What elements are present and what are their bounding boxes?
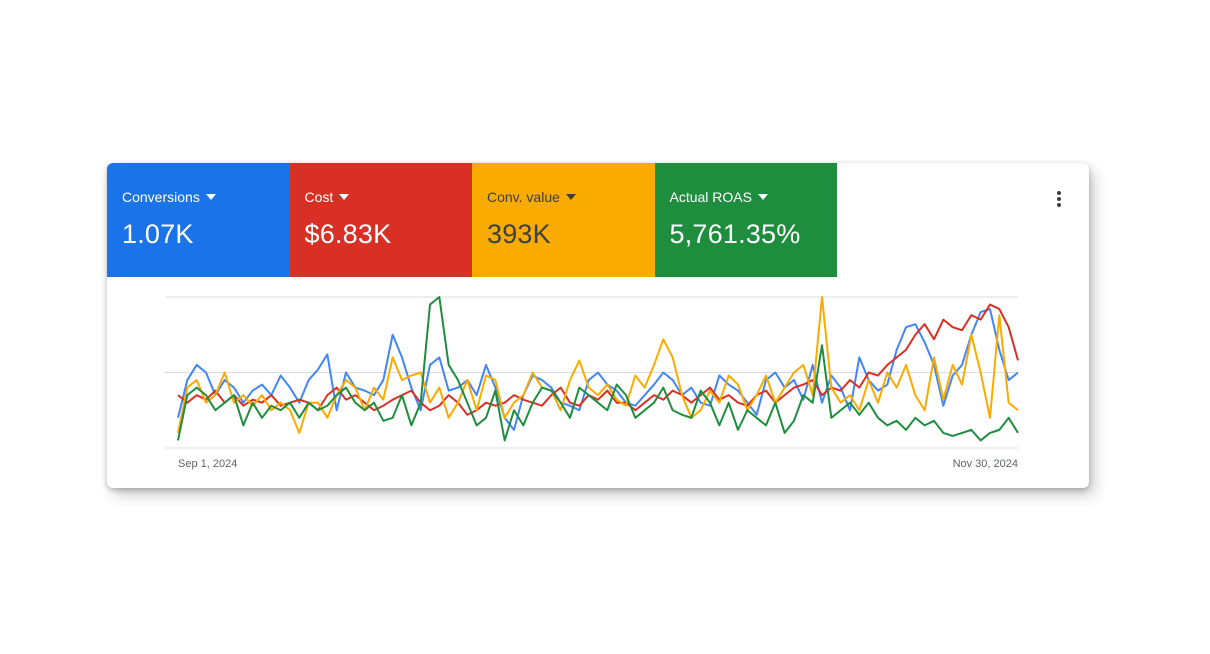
metric-value: $6.83K	[304, 219, 392, 249]
metric-label-row: Conv. value	[487, 189, 655, 205]
metric-label-row: Actual ROAS	[670, 189, 838, 205]
dropdown-arrow[interactable]	[565, 194, 576, 200]
arrow-shape	[757, 194, 768, 200]
dropdown-arrow[interactable]	[757, 194, 768, 200]
metric-label: Cost	[304, 189, 334, 205]
performance-card: Sep 1, 2024 Nov 30, 2024 Conversions 1.07K…	[107, 163, 1089, 488]
series-line	[177, 308, 1019, 431]
metric-value: 393K	[487, 219, 551, 249]
metric-tile[interactable]: Actual ROAS 5,761.35%	[654, 163, 838, 277]
metric-tile[interactable]: Conversions 1.07K	[107, 163, 290, 277]
more-menu[interactable]	[1053, 189, 1065, 209]
chart: Sep 1, 2024 Nov 30, 2024	[165, 296, 1019, 470]
metric-tile[interactable]: Conv. value 393K	[472, 163, 655, 277]
arrow-shape	[205, 194, 216, 200]
dropdown-arrow[interactable]	[205, 194, 216, 200]
metric-label: Actual ROAS	[669, 189, 752, 205]
series-line	[177, 296, 1019, 442]
x-tick-label: Sep 1, 2024	[178, 458, 237, 470]
metric-label-row: Cost	[305, 189, 473, 205]
arrow-shape	[339, 194, 350, 200]
x-tick-label: Nov 30, 2024	[953, 458, 1018, 470]
dropdown-arrow[interactable]	[339, 194, 350, 200]
metric-label: Conv. value	[487, 189, 560, 205]
metric-value: 5,761.35%	[669, 219, 801, 249]
metric-tiles: Conversions 1.07K Cost $6.83K Conv. value 393…	[107, 163, 837, 277]
metric-label-row: Conversions	[122, 189, 290, 205]
metric-label: Conversions	[122, 189, 200, 205]
metric-tile[interactable]: Cost $6.83K	[289, 163, 473, 277]
series-line	[177, 296, 1019, 434]
metric-value: 1.07K	[122, 219, 194, 249]
series-line	[177, 303, 1019, 416]
arrow-shape	[565, 194, 576, 200]
